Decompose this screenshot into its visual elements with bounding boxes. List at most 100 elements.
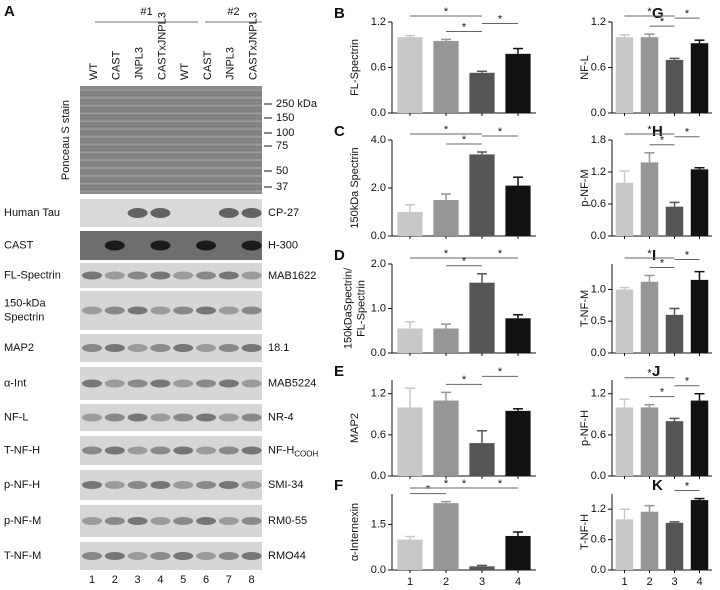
bar: [690, 500, 709, 570]
band: [173, 379, 194, 388]
panel-letter: B: [334, 5, 345, 22]
y-tick-label: 0.0: [371, 564, 386, 576]
bar: [615, 519, 634, 570]
significance-star: *: [498, 13, 503, 25]
significance-star: *: [498, 126, 503, 138]
band: [150, 413, 171, 422]
antibody-label: NF-HCOOH: [268, 444, 319, 458]
marker-label: 75: [276, 140, 288, 152]
panel-letter: I: [652, 247, 656, 264]
band: [218, 379, 239, 388]
bar: [397, 539, 423, 570]
band: [196, 306, 216, 315]
antibody-text: MAB1622: [268, 270, 316, 282]
panel-letter: F: [334, 477, 343, 494]
significance-star: *: [462, 256, 467, 268]
band: [150, 379, 171, 388]
antibody-label: H-300: [268, 239, 298, 251]
bar: [397, 212, 423, 236]
bar: [665, 314, 684, 353]
significance-star: *: [660, 135, 665, 147]
y-tick-label: 0.6: [591, 429, 606, 441]
significance-star: *: [462, 21, 467, 33]
x-tick-label: 3: [479, 576, 485, 588]
band: [82, 306, 102, 315]
band: [218, 271, 239, 280]
significance-star: *: [660, 257, 665, 269]
band: [173, 481, 194, 489]
bar: [397, 37, 423, 113]
y-tick-label: 1.8: [591, 134, 606, 146]
antibody-text: NF-H: [268, 444, 294, 456]
significance-star: *: [647, 124, 652, 136]
band: [241, 344, 262, 352]
bar: [640, 511, 659, 570]
marker-label: 250 kDa: [276, 98, 318, 110]
lane-label: CAST: [202, 50, 214, 80]
x-tick-label: 3: [671, 576, 677, 588]
band: [218, 552, 239, 560]
band: [104, 481, 125, 489]
row-label: p-NF-H: [4, 479, 40, 491]
band: [127, 306, 148, 315]
significance-star: *: [685, 480, 690, 492]
row-label: p-NF-M: [4, 515, 41, 527]
band: [173, 271, 194, 280]
y-tick-label: 2.0: [371, 258, 386, 270]
band: [127, 344, 148, 352]
antibody-label: RMO44: [268, 550, 306, 562]
band: [150, 240, 171, 251]
bar: [469, 154, 495, 236]
panel-letter: G: [652, 5, 664, 22]
band: [82, 517, 102, 525]
y-tick-label: 0.0: [371, 230, 386, 242]
y-tick-label: 0.6: [371, 429, 386, 441]
y-axis-label: FL-Spectrin: [349, 39, 361, 96]
band: [127, 481, 148, 489]
band: [196, 344, 216, 352]
bar: [397, 328, 423, 353]
y-axis-label: T-NF-H: [579, 514, 591, 550]
lane-number: 1: [89, 574, 95, 586]
bar: [433, 503, 459, 570]
band: [150, 344, 171, 352]
antibody-label: 18.1: [268, 342, 289, 354]
marker-label: 37: [276, 181, 288, 193]
panel-letter: K: [652, 477, 663, 494]
significance-star: *: [647, 368, 652, 380]
y-tick-label: 1.2: [371, 16, 386, 28]
panel-letter: D: [334, 247, 345, 264]
band: [173, 306, 194, 315]
y-axis-label: 150kDaSpectrin/: [342, 267, 354, 349]
lane-number: 7: [226, 574, 232, 586]
bar: [469, 443, 495, 476]
bar: [469, 566, 495, 570]
significance-star: *: [426, 484, 431, 496]
bar: [469, 282, 495, 353]
y-axis-label: p-NF-H: [579, 410, 591, 446]
y-tick-label: 0.0: [591, 107, 606, 119]
y-tick-label: 0.0: [591, 470, 606, 482]
y-axis-label: FL-Spectrin: [355, 280, 367, 337]
bar: [615, 289, 634, 353]
y-axis-label: 150kDa Spectrin: [349, 147, 361, 228]
antibody-text: NR-4: [268, 411, 294, 423]
band: [104, 552, 125, 560]
y-tick-label: 0.6: [591, 61, 606, 73]
band: [82, 446, 102, 455]
band: [150, 271, 171, 280]
band: [150, 446, 171, 455]
bar: [433, 328, 459, 353]
significance-star: *: [685, 249, 690, 261]
bar: [433, 200, 459, 236]
bar: [505, 410, 531, 476]
significance-star: *: [660, 387, 665, 399]
band: [173, 517, 194, 525]
band: [82, 552, 102, 560]
ponceau-label: Ponceau S stain: [60, 100, 72, 180]
band: [241, 481, 262, 489]
antibody-label: NR-4: [268, 411, 294, 423]
band: [218, 306, 239, 315]
bar: [690, 279, 709, 353]
band: [241, 306, 262, 315]
